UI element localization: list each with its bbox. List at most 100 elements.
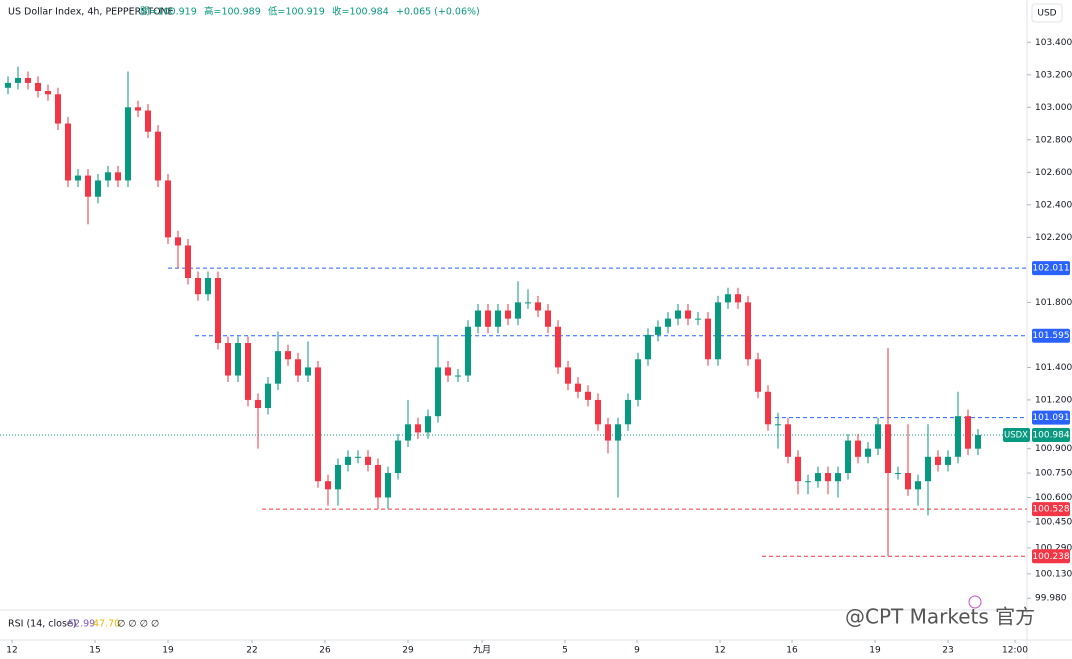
x-tick-label: 19	[869, 646, 881, 656]
candle-body	[655, 326, 661, 335]
x-tick-label: 16	[786, 646, 798, 656]
candle-body	[95, 180, 101, 197]
x-tick-label: 12	[6, 646, 17, 656]
candle-body	[975, 435, 981, 449]
candle-body	[725, 294, 731, 303]
y-tick-label: 102.400	[1035, 200, 1072, 210]
candle-body	[675, 310, 681, 319]
candle-body	[445, 367, 451, 376]
candle-body	[125, 107, 131, 181]
candle-body	[415, 424, 421, 433]
candle-body	[15, 78, 21, 83]
candle-body	[525, 302, 531, 304]
symbol-label: USDX	[1004, 431, 1028, 441]
candle-body	[405, 424, 411, 441]
x-tick-label: 22	[246, 646, 257, 656]
candle-body	[235, 343, 241, 376]
candle-body	[275, 351, 281, 384]
candle-body	[935, 456, 941, 465]
candle-body	[485, 310, 491, 327]
y-tick-label: 103.000	[1035, 103, 1072, 113]
candle-body	[385, 473, 391, 498]
candle-body	[105, 172, 111, 181]
quote: +0.065 (+0.06%)	[396, 7, 480, 18]
y-tick-label: 100.450	[1035, 517, 1072, 527]
indicator-value: ∅ ∅ ∅ ∅	[117, 619, 159, 630]
candle-body	[135, 107, 141, 111]
candle-body	[465, 326, 471, 376]
y-tick-label: 102.600	[1035, 168, 1072, 178]
quote: 開=100.919	[140, 7, 197, 18]
candle-body	[315, 367, 321, 482]
y-tick-label: 100.750	[1035, 469, 1072, 479]
candle-body	[815, 473, 821, 482]
y-tick-label: 101.800	[1035, 298, 1072, 308]
candle-body	[895, 473, 901, 475]
candle-body	[965, 416, 971, 449]
candle-body	[945, 456, 951, 465]
candle-body	[365, 456, 371, 465]
y-tick-label: 103.400	[1035, 38, 1072, 48]
candle-body	[685, 310, 691, 319]
candle-body	[775, 424, 781, 426]
candle-body	[565, 367, 571, 384]
x-tick-label: 12:00	[1002, 646, 1028, 656]
candle-body	[555, 326, 561, 368]
candle-body	[435, 367, 441, 417]
candle-body	[545, 310, 551, 327]
candle-body	[745, 302, 751, 360]
candle-body	[735, 294, 741, 303]
event-icon[interactable]	[968, 595, 982, 609]
candle-body	[295, 359, 301, 376]
level-label: 102.011	[1032, 264, 1069, 274]
symbol-label-bg	[1003, 428, 1030, 443]
candle-body	[665, 318, 671, 327]
candle-body	[615, 424, 621, 441]
candle-body	[495, 310, 501, 327]
candle-body	[5, 82, 11, 88]
y-tick-label: 103.200	[1035, 70, 1072, 80]
y-tick-label: 102.200	[1035, 233, 1072, 243]
level-label-bg	[1032, 549, 1070, 564]
candle-body	[75, 175, 81, 181]
candle-body	[535, 302, 541, 311]
candle-body	[505, 310, 511, 319]
candle-body	[65, 123, 71, 181]
x-tick-label: 23	[942, 646, 953, 656]
candle-body	[55, 94, 61, 124]
candle-body	[455, 375, 461, 377]
level-label-bg	[1032, 328, 1070, 343]
candle-body	[645, 334, 651, 360]
currency[interactable]: USD	[1037, 9, 1056, 19]
candle-body	[245, 343, 251, 400]
currency-button[interactable]	[1031, 3, 1063, 23]
candle-body	[925, 456, 931, 482]
watermark: @CPT Markets 官方	[845, 605, 1035, 629]
candle-body	[205, 277, 211, 295]
candle-body	[605, 424, 611, 441]
y-tick-label: 101.200	[1035, 395, 1072, 405]
x-tick-label: 29	[402, 646, 414, 656]
y-tick-label: 100.900	[1035, 444, 1072, 454]
x-tick-label: 12	[714, 646, 725, 656]
indicator: RSI (14, close)	[8, 619, 76, 630]
candle-body	[625, 399, 631, 425]
candle-body	[595, 399, 601, 425]
candle-body	[755, 359, 761, 392]
indicator-value: 52.99	[68, 619, 95, 630]
candle-body	[255, 399, 261, 409]
candle-body	[265, 383, 271, 409]
candle-body	[195, 277, 201, 295]
candle-body	[805, 481, 811, 483]
level-label-bg	[1032, 502, 1070, 517]
candle-body	[375, 464, 381, 498]
candle-body	[875, 424, 881, 449]
candle-body	[35, 82, 41, 92]
candle-body	[165, 180, 171, 238]
y-tick-label: 100.130	[1035, 569, 1072, 579]
candle-body	[145, 110, 151, 132]
candle-body	[175, 237, 181, 246]
candle-body	[85, 175, 91, 197]
